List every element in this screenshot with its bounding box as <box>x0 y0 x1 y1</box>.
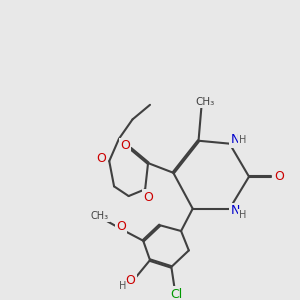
Text: H: H <box>119 281 127 291</box>
Text: O: O <box>143 190 153 203</box>
Text: H: H <box>238 209 246 220</box>
Text: O: O <box>120 139 130 152</box>
Text: Cl: Cl <box>170 288 182 300</box>
Text: N: N <box>231 204 240 217</box>
Text: CH₃: CH₃ <box>91 212 109 221</box>
Text: CH₃: CH₃ <box>196 97 215 107</box>
Text: O: O <box>274 170 284 183</box>
Text: O: O <box>116 220 126 233</box>
Text: O: O <box>97 152 106 165</box>
Text: N: N <box>231 133 240 146</box>
Text: O: O <box>126 274 136 287</box>
Text: H: H <box>238 135 246 145</box>
